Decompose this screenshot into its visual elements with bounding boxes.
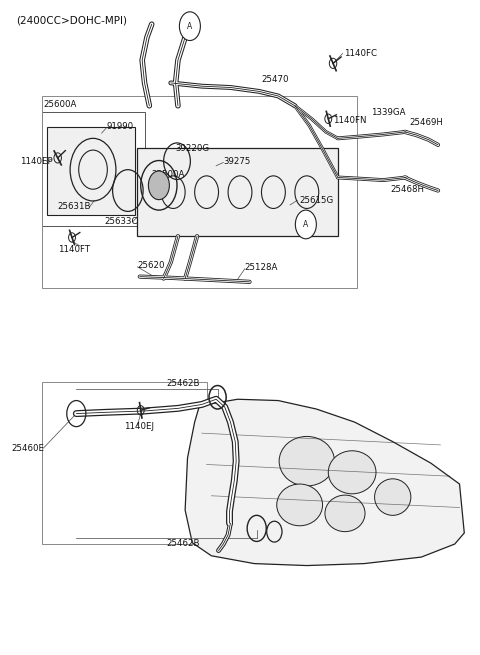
Text: 1339GA: 1339GA — [371, 108, 406, 117]
Ellipse shape — [279, 436, 335, 486]
Bar — [42, 112, 144, 227]
Text: 25600A: 25600A — [43, 100, 77, 109]
Polygon shape — [185, 400, 464, 565]
Text: 1140FN: 1140FN — [333, 115, 367, 124]
Ellipse shape — [374, 479, 411, 515]
Text: A: A — [303, 220, 309, 229]
Text: 1140FT: 1140FT — [58, 245, 90, 253]
Text: A: A — [187, 22, 192, 31]
Text: 25462B: 25462B — [166, 540, 200, 548]
Text: 91990: 91990 — [107, 122, 133, 131]
Text: 25631B: 25631B — [58, 202, 91, 212]
Bar — [42, 96, 357, 288]
Text: 1140EJ: 1140EJ — [124, 422, 155, 431]
Text: 25615G: 25615G — [300, 196, 334, 205]
Ellipse shape — [325, 495, 365, 532]
Text: 25633C: 25633C — [104, 217, 137, 227]
Ellipse shape — [277, 484, 323, 526]
Text: 25469H: 25469H — [409, 118, 444, 126]
Text: 25462B: 25462B — [166, 379, 200, 388]
Text: 25500A: 25500A — [152, 170, 185, 179]
Text: (2400CC>DOHC-MPI): (2400CC>DOHC-MPI) — [16, 16, 127, 26]
Text: 39220G: 39220G — [176, 143, 210, 153]
Text: 39275: 39275 — [223, 157, 251, 166]
Circle shape — [180, 12, 200, 41]
Text: 1140EP: 1140EP — [21, 157, 53, 166]
Ellipse shape — [328, 451, 376, 494]
Text: 25468H: 25468H — [390, 185, 424, 195]
Text: 25128A: 25128A — [245, 263, 278, 272]
Bar — [137, 148, 338, 236]
Circle shape — [295, 210, 316, 239]
Bar — [42, 383, 206, 544]
Text: 25620: 25620 — [137, 261, 165, 270]
Bar — [47, 127, 135, 215]
Circle shape — [148, 171, 169, 200]
Text: 25470: 25470 — [262, 75, 289, 84]
Text: 1140FC: 1140FC — [344, 49, 376, 58]
Text: 25460E: 25460E — [11, 443, 44, 453]
